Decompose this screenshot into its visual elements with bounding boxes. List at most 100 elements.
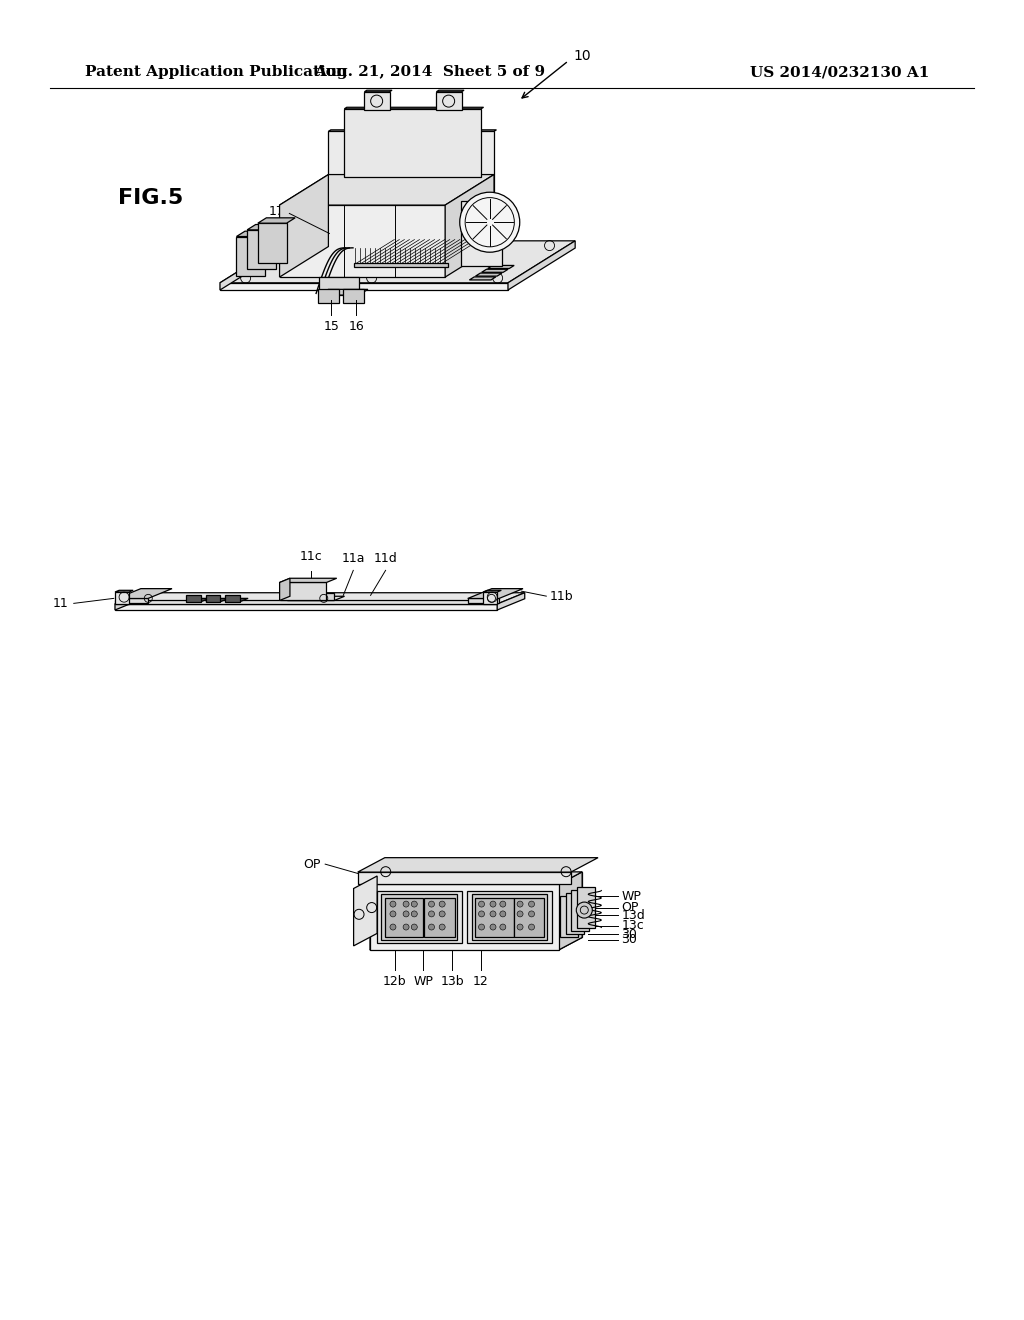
Polygon shape (377, 891, 462, 944)
Polygon shape (514, 898, 544, 937)
Polygon shape (483, 590, 502, 591)
Polygon shape (220, 240, 575, 282)
Text: 13a: 13a (532, 883, 556, 896)
Polygon shape (115, 601, 498, 605)
Polygon shape (220, 282, 508, 290)
Polygon shape (571, 890, 589, 931)
Polygon shape (258, 218, 295, 223)
Text: 11a: 11a (342, 552, 365, 565)
Text: WP: WP (414, 975, 433, 987)
Polygon shape (475, 273, 502, 276)
Circle shape (490, 911, 496, 917)
Circle shape (500, 911, 506, 917)
Text: US 2014/0232130 A1: US 2014/0232130 A1 (750, 65, 930, 79)
Circle shape (528, 924, 535, 931)
Polygon shape (483, 591, 498, 605)
Polygon shape (237, 236, 265, 276)
Polygon shape (344, 107, 483, 108)
Polygon shape (385, 898, 423, 937)
Polygon shape (508, 240, 575, 290)
Text: 11d: 11d (374, 552, 397, 565)
Text: 12a: 12a (465, 887, 488, 899)
Text: 11c: 11c (299, 550, 323, 564)
Circle shape (439, 924, 445, 931)
Polygon shape (498, 593, 524, 610)
Polygon shape (247, 224, 285, 230)
Polygon shape (225, 598, 248, 602)
Text: FIG.5: FIG.5 (118, 187, 183, 209)
Polygon shape (317, 289, 339, 304)
Polygon shape (220, 240, 287, 290)
Polygon shape (487, 265, 514, 268)
Polygon shape (280, 174, 494, 205)
Circle shape (412, 911, 418, 917)
Text: 10: 10 (573, 49, 591, 62)
Text: 11b: 11b (549, 590, 573, 603)
Polygon shape (186, 595, 201, 602)
Circle shape (428, 911, 434, 917)
Polygon shape (288, 597, 344, 601)
Polygon shape (559, 873, 582, 950)
Circle shape (490, 924, 496, 931)
Polygon shape (280, 578, 337, 582)
Text: 15: 15 (324, 321, 339, 333)
Text: 13d: 13d (622, 908, 645, 921)
Text: 12: 12 (473, 975, 488, 987)
Text: 17: 17 (268, 205, 285, 218)
Text: 11: 11 (53, 597, 69, 610)
Circle shape (577, 902, 592, 919)
Circle shape (517, 924, 523, 931)
Polygon shape (481, 269, 508, 272)
Polygon shape (560, 896, 579, 937)
Polygon shape (354, 263, 447, 267)
Polygon shape (280, 205, 445, 277)
Polygon shape (319, 289, 368, 296)
Polygon shape (115, 593, 524, 605)
Circle shape (412, 902, 418, 907)
Polygon shape (475, 898, 513, 937)
Polygon shape (357, 858, 598, 873)
Polygon shape (343, 289, 365, 304)
Polygon shape (117, 589, 172, 598)
Polygon shape (357, 873, 571, 884)
Circle shape (439, 902, 445, 907)
Polygon shape (115, 593, 142, 610)
Polygon shape (365, 92, 389, 110)
Polygon shape (445, 174, 494, 277)
Circle shape (517, 911, 523, 917)
Text: OP: OP (622, 902, 639, 915)
Polygon shape (353, 876, 377, 946)
Text: 13b: 13b (440, 975, 464, 987)
Polygon shape (329, 129, 497, 132)
Text: 12b: 12b (383, 975, 407, 987)
Polygon shape (370, 873, 582, 884)
Text: OP: OP (303, 858, 321, 871)
Circle shape (528, 911, 535, 917)
Polygon shape (288, 593, 334, 601)
Polygon shape (225, 595, 240, 602)
Polygon shape (117, 598, 147, 603)
Polygon shape (115, 605, 498, 610)
Circle shape (390, 902, 396, 907)
Text: Aug. 21, 2014  Sheet 5 of 9: Aug. 21, 2014 Sheet 5 of 9 (314, 65, 546, 79)
Text: WP: WP (622, 890, 641, 903)
Polygon shape (115, 591, 129, 605)
Polygon shape (280, 582, 327, 601)
Polygon shape (206, 598, 228, 602)
Polygon shape (436, 92, 462, 110)
Circle shape (490, 902, 496, 907)
Polygon shape (258, 223, 287, 263)
Circle shape (517, 902, 523, 907)
Polygon shape (280, 174, 329, 277)
Polygon shape (319, 277, 358, 296)
Polygon shape (472, 894, 547, 940)
Circle shape (403, 911, 409, 917)
Polygon shape (115, 590, 133, 591)
Circle shape (412, 924, 418, 931)
Circle shape (403, 902, 409, 907)
Polygon shape (280, 578, 290, 601)
Text: 30: 30 (622, 928, 637, 941)
Polygon shape (468, 598, 499, 603)
Polygon shape (370, 937, 582, 950)
Circle shape (478, 924, 484, 931)
